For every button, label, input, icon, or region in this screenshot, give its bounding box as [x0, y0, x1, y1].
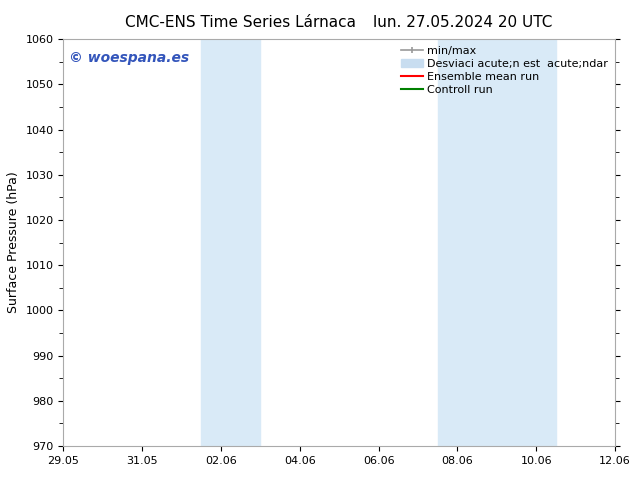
Text: © woespana.es: © woespana.es: [69, 51, 189, 65]
Legend: min/max, Desviaci acute;n est  acute;ndar, Ensemble mean run, Controll run: min/max, Desviaci acute;n est acute;ndar…: [398, 43, 612, 98]
Text: lun. 27.05.2024 20 UTC: lun. 27.05.2024 20 UTC: [373, 15, 552, 30]
Text: CMC-ENS Time Series Lárnaca: CMC-ENS Time Series Lárnaca: [126, 15, 356, 30]
Bar: [437, 39, 556, 446]
Bar: [202, 39, 261, 446]
Y-axis label: Surface Pressure (hPa): Surface Pressure (hPa): [7, 172, 20, 314]
